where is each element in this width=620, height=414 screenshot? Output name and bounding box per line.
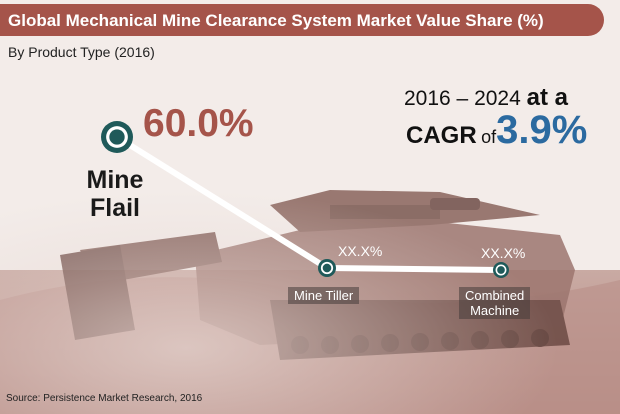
cagr-at-a: at a xyxy=(526,84,568,111)
cagr-of: of xyxy=(481,127,497,147)
data-point-1 xyxy=(318,259,336,277)
value-label-mine-flail: 60.0% xyxy=(143,102,254,145)
cagr-value: 3.9% xyxy=(496,108,588,152)
category-label-mine-flail-line1: Mine xyxy=(86,166,144,194)
combined-machine-line1: Combined xyxy=(465,288,525,303)
value-label-mine-tiller: XX.X% xyxy=(338,243,383,259)
category-label-combined-machine: Combined Machine xyxy=(459,287,531,319)
cagr-years: 2016 – 2024 xyxy=(404,87,521,110)
data-point-2 xyxy=(493,262,509,278)
cagr-line: CAGR of3.9% xyxy=(406,108,587,153)
combined-machine-line2: Machine xyxy=(470,303,520,318)
connector-segment xyxy=(114,134,330,271)
source-note: Source: Persistence Market Research, 201… xyxy=(6,393,203,404)
cagr-range: 2016 – 2024 at a xyxy=(404,84,568,112)
connector-lines xyxy=(114,134,504,273)
cagr-label: CAGR xyxy=(406,122,477,149)
chart-subtitle: By Product Type (2016) xyxy=(8,44,155,60)
chart-title: Global Mechanical Mine Clearance System … xyxy=(8,11,544,30)
value-label-combined-machine: XX.X% xyxy=(481,245,526,261)
data-nodes xyxy=(101,121,509,278)
connector-segment xyxy=(324,265,504,273)
category-label-mine-tiller: Mine Tiller xyxy=(288,287,360,304)
data-point-0 xyxy=(101,121,133,153)
title-bar: Global Mechanical Mine Clearance System … xyxy=(0,4,604,36)
category-label-mine-flail-line2: Flail xyxy=(89,194,140,222)
category-label-mine-flail: Mine Flail xyxy=(80,166,150,222)
